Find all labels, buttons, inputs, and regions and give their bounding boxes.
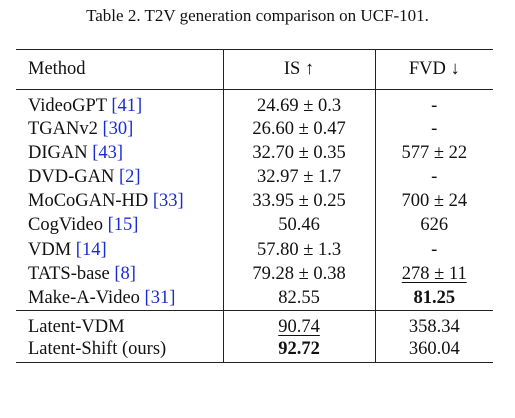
citation-link[interactable]: [33] — [152, 191, 184, 212]
method-cell: VDM [14] — [28, 239, 107, 260]
table-row: DVD-GAN [2] 32.97 ± 1.7 - — [16, 165, 493, 190]
header-row: Method IS ↑ FVD ↓ — [16, 49, 493, 90]
method-cell: VideoGPT [41] — [16, 89, 224, 117]
is-cell: 50.46 — [222, 213, 376, 238]
is-cell: 92.72 — [222, 338, 376, 363]
fvd-cell: 358.34 — [374, 310, 493, 338]
header-is: IS ↑ — [222, 49, 376, 90]
fvd-cell: - — [374, 89, 493, 117]
table-row: Latent-Shift (ours) 92.72 360.04 — [16, 338, 493, 363]
fvd-cell: 626 — [374, 213, 493, 238]
table-row: VDM [14] 57.80 ± 1.3 - — [16, 237, 493, 263]
fvd-cell: - — [374, 117, 493, 142]
is-cell: 24.69 ± 0.3 — [222, 89, 376, 117]
citation-link[interactable]: [14] — [75, 239, 107, 260]
citation-link[interactable]: [43] — [92, 142, 124, 163]
method-cell: TGANv2 [30] — [28, 118, 134, 139]
is-cell: 57.80 ± 1.3 — [222, 237, 376, 263]
header-method: Method — [16, 49, 224, 90]
second-best-value: 90.74 — [278, 317, 320, 337]
is-cell: 26.60 ± 0.47 — [222, 117, 376, 142]
fvd-cell: 81.25 — [374, 286, 493, 311]
is-cell: 32.70 ± 0.35 — [222, 141, 376, 166]
header-fvd: FVD ↓ — [374, 49, 493, 90]
citation-link[interactable]: [30] — [102, 118, 134, 139]
best-value: 81.25 — [413, 287, 456, 308]
is-cell: 32.97 ± 1.7 — [222, 165, 376, 190]
method-cell: DIGAN [43] — [28, 142, 124, 163]
table-row: TATS-base [8] 79.28 ± 0.38 278 ± 11 — [16, 262, 493, 287]
is-cell: 82.55 — [222, 286, 376, 311]
is-cell: 33.95 ± 0.25 — [222, 189, 376, 214]
method-cell: CogVideo [15] — [28, 215, 139, 236]
fvd-cell: 577 ± 22 — [374, 141, 493, 166]
method-cell: Latent-VDM — [16, 310, 224, 338]
table-row: VideoGPT [41] 24.69 ± 0.3 - — [16, 89, 493, 117]
table-caption: Table 2. T2V generation comparison on UC… — [86, 6, 429, 25]
method-cell: Make-A-Video [31] — [28, 287, 176, 308]
citation-link[interactable]: [41] — [111, 96, 143, 116]
table-row: Make-A-Video [31] 82.55 81.25 — [16, 286, 493, 311]
method-cell: MoCoGAN-HD [33] — [28, 191, 184, 212]
best-value: 92.72 — [278, 339, 320, 360]
table-row: CogVideo [15] 50.46 626 — [16, 213, 493, 238]
citation-link[interactable]: [2] — [118, 166, 141, 187]
method-cell: Latent-Shift (ours) — [16, 338, 224, 363]
method-cell: TATS-base [8] — [28, 263, 136, 284]
method-cell: DVD-GAN [2] — [28, 166, 141, 187]
fvd-cell: - — [374, 165, 493, 190]
fvd-cell: - — [374, 237, 493, 263]
is-cell: 79.28 ± 0.38 — [222, 262, 376, 287]
is-cell: 90.74 — [222, 310, 376, 338]
citation-link[interactable]: [8] — [114, 263, 136, 284]
fvd-cell: 360.04 — [374, 338, 493, 363]
fvd-cell: 700 ± 24 — [374, 189, 493, 214]
citation-link[interactable]: [31] — [144, 287, 176, 308]
comparison-table: Method IS ↑ FVD ↓ VideoGPT [41] 24.69 ± … — [16, 49, 493, 363]
citation-link[interactable]: [15] — [107, 215, 139, 236]
table-row: Latent-VDM 90.74 358.34 — [16, 310, 493, 338]
fvd-cell: 278 ± 11 — [374, 262, 493, 287]
table-row: DIGAN [43] 32.70 ± 0.35 577 ± 22 — [16, 141, 493, 166]
table-row: MoCoGAN-HD [33] 33.95 ± 0.25 700 ± 24 — [16, 189, 493, 214]
table-row: TGANv2 [30] 26.60 ± 0.47 - — [16, 117, 493, 142]
second-best-value: 278 ± 11 — [401, 263, 467, 284]
